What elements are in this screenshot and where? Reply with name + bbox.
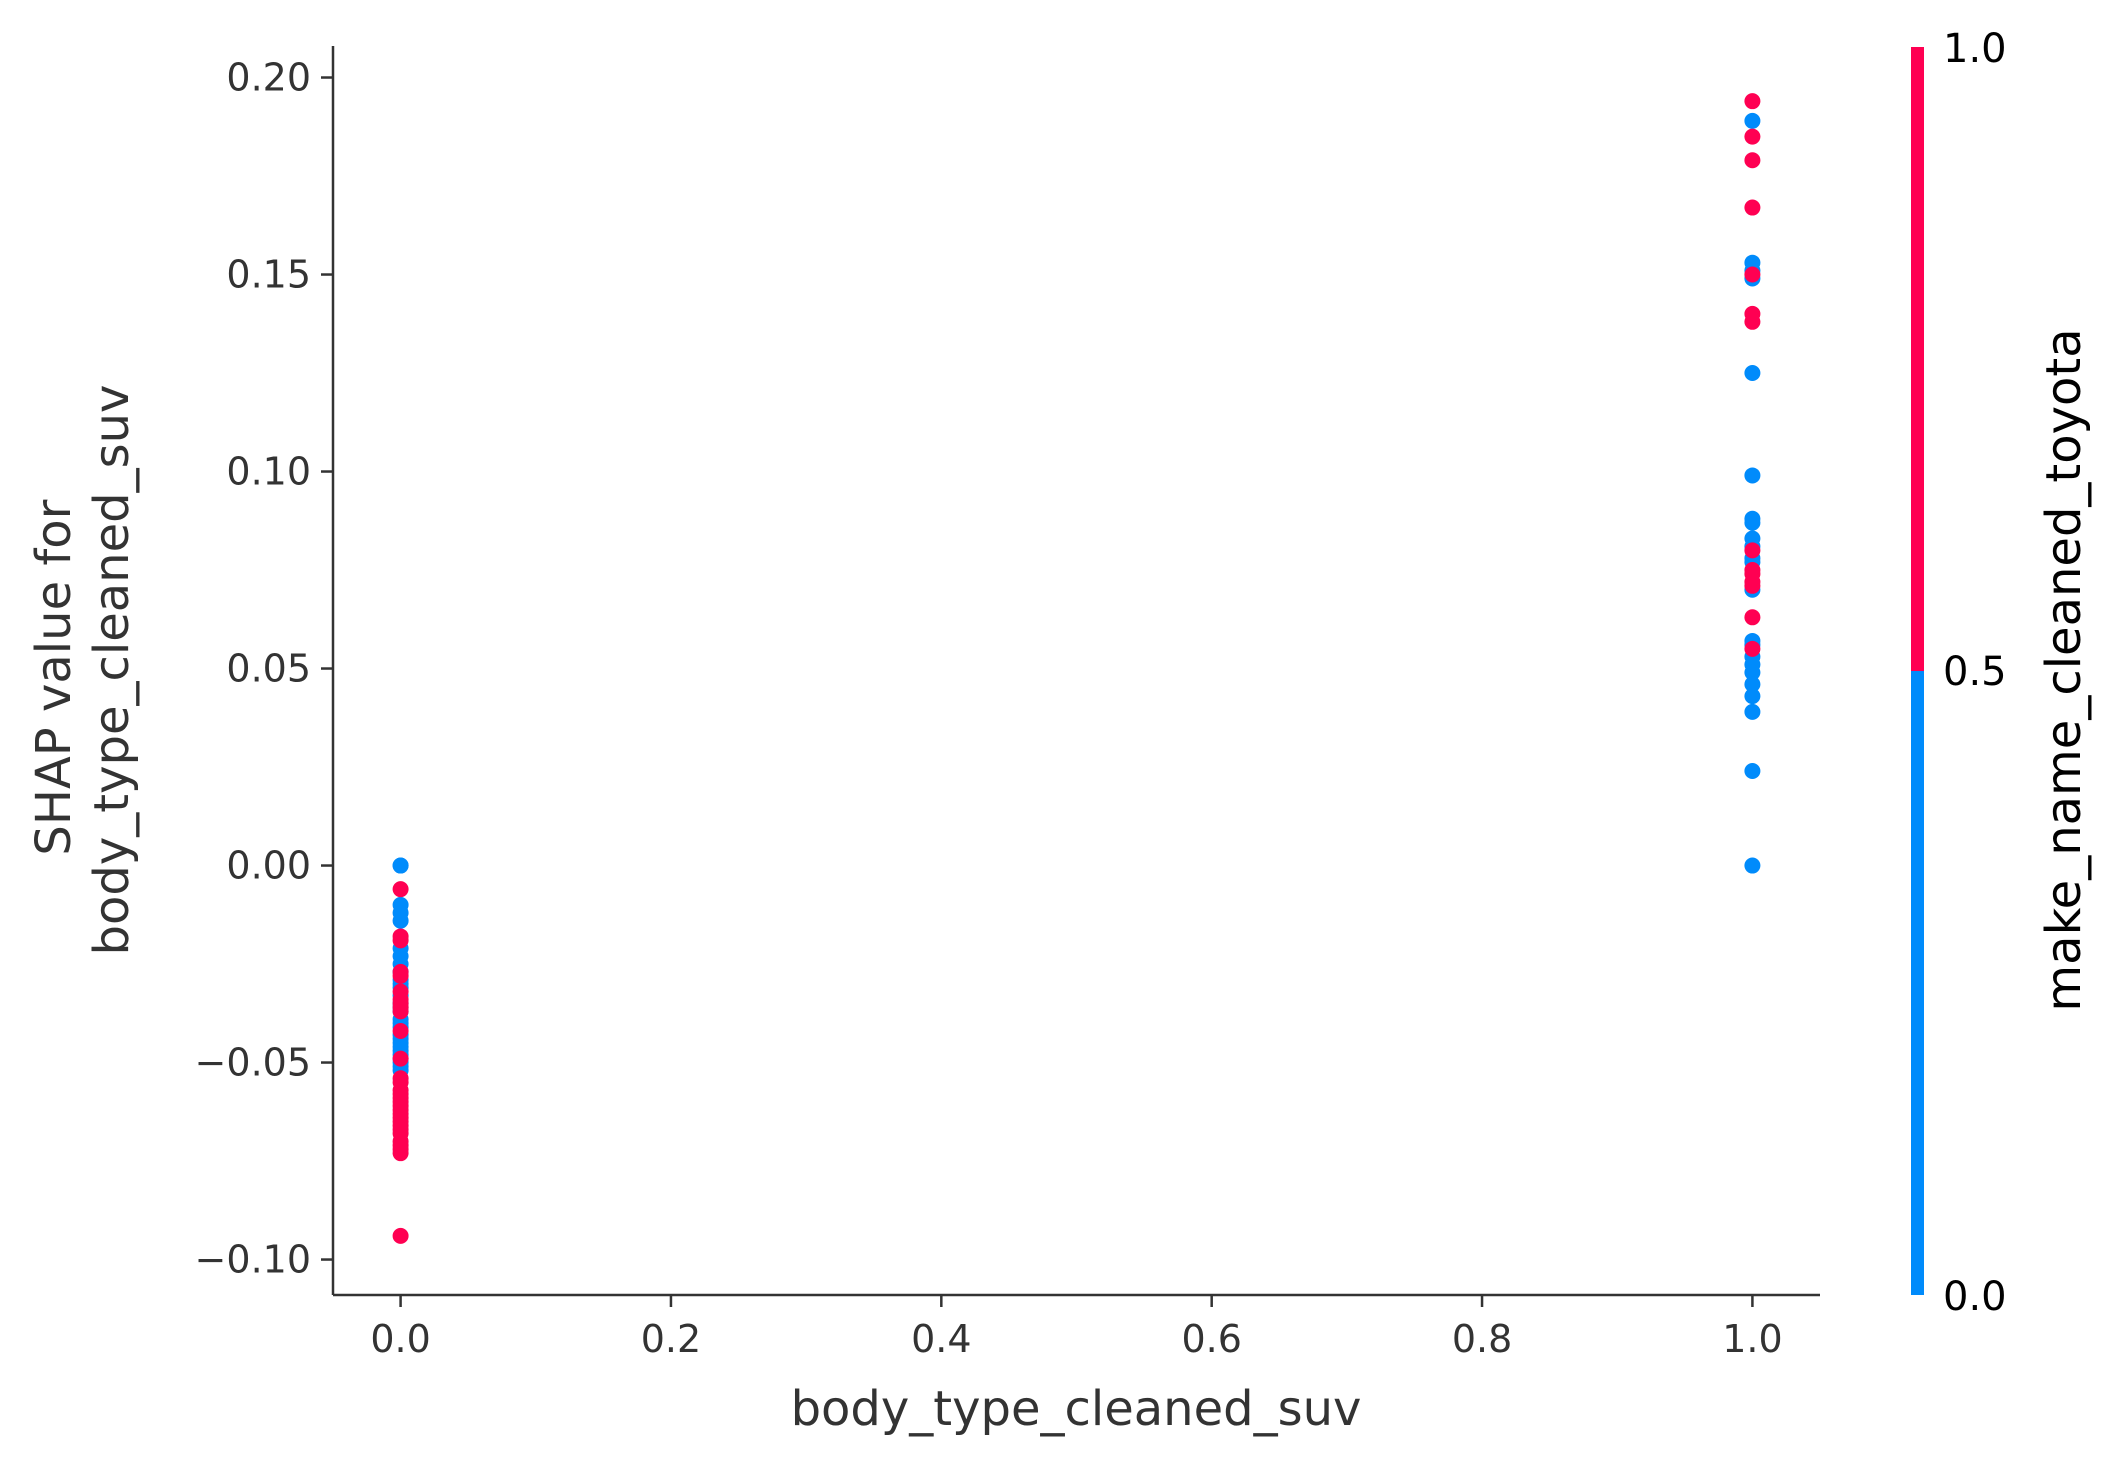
y-tick-label: 0.15 [226,253,311,297]
x-tick-label: 1.0 [1722,1317,1782,1361]
x-tick-label: 0.4 [911,1317,971,1361]
data-point [1744,577,1761,594]
y-axis-title: SHAP value for body_type_cleaned_suv [26,385,140,956]
data-point [1744,467,1761,484]
data-point [1744,199,1761,216]
data-point [392,932,409,949]
scatter-points [392,93,1761,1244]
colorbar-tick-mid: 0.5 [1943,649,2007,695]
data-point [1744,266,1761,283]
y-tick-label: 0.05 [226,647,311,691]
data-point [392,1145,409,1162]
data-point [1744,857,1761,874]
data-point [1744,112,1761,129]
data-point [1744,609,1761,626]
colorbar [1911,47,1924,1295]
data-point [392,1023,409,1040]
data-point [392,1050,409,1067]
data-point [1744,676,1761,693]
data-point [1744,365,1761,382]
series-1 [392,93,1761,1244]
y-tick-label: 0.00 [226,844,311,888]
data-point [392,967,409,984]
data-point [1744,128,1761,145]
y-tick-label: −0.05 [195,1041,311,1085]
y-axis-ticks: −0.10 −0.05 0.00 0.05 0.10 0.15 0.20 [195,56,333,1282]
y-axis-title-line-2: body_type_cleaned_suv [84,385,140,956]
x-axis-title: body_type_cleaned_suv [791,1381,1362,1437]
x-tick-label: 0.6 [1181,1317,1241,1361]
data-point [1744,640,1761,657]
x-tick-label: 0.8 [1452,1317,1512,1361]
data-point [392,881,409,898]
data-point [1744,93,1761,110]
data-point [1744,152,1761,169]
colorbar-tick-low: 0.0 [1943,1274,2007,1320]
x-axis-ticks: 0.0 0.2 0.4 0.6 0.8 1.0 [370,1295,1783,1361]
x-tick-label: 0.2 [641,1317,701,1361]
y-tick-label: −0.10 [195,1238,311,1282]
data-point [1744,514,1761,531]
y-axis-title-line-1: SHAP value for [26,499,82,855]
data-point [392,1227,409,1244]
data-point [1744,542,1761,559]
colorbar-title: make_name_cleaned_toyota [2036,328,2092,1011]
series-0 [392,112,1761,1079]
x-tick-label: 0.0 [370,1317,430,1361]
data-point [392,1003,409,1020]
y-tick-label: 0.10 [226,450,311,494]
data-point [1744,703,1761,720]
data-point [1744,688,1761,705]
data-point [392,912,409,929]
data-point [1744,313,1761,330]
data-point [1744,664,1761,681]
y-tick-label: 0.20 [226,56,311,100]
data-point [392,857,409,874]
data-point [1744,762,1761,779]
colorbar-tick-high: 1.0 [1943,26,2007,72]
